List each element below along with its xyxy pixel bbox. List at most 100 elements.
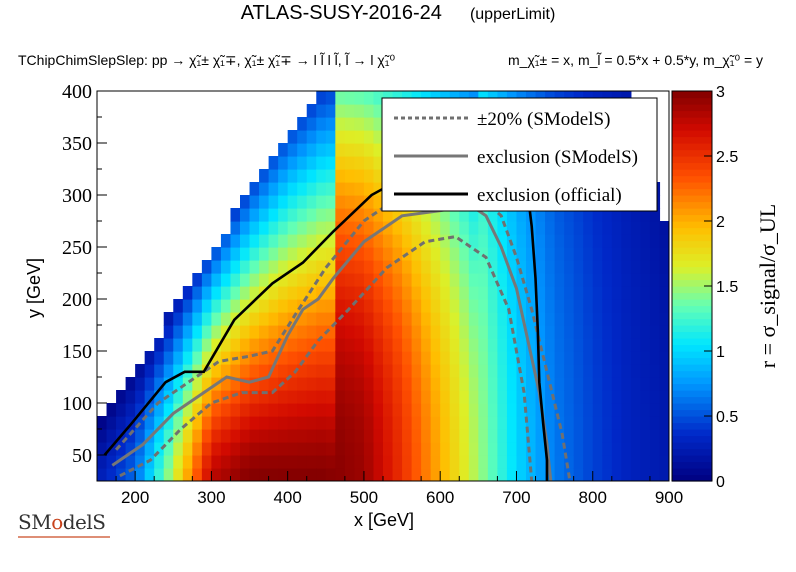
heatmap-cell (230, 364, 241, 378)
heatmap-cell (287, 169, 298, 183)
heatmap-cell (173, 455, 184, 469)
heatmap-cell (554, 299, 565, 313)
heatmap-cell (430, 429, 441, 443)
heatmap-cell (278, 351, 289, 365)
heatmap-cell (211, 351, 222, 365)
heatmap-cell (344, 390, 355, 404)
heatmap-cell (259, 234, 270, 248)
heatmap-cell (373, 169, 384, 183)
heatmap-cell (468, 247, 479, 261)
heatmap-cell (602, 377, 613, 391)
heatmap-cell (573, 429, 584, 443)
heatmap-cell (440, 468, 451, 481)
colorbar-band (672, 312, 712, 320)
heatmap-cell (344, 442, 355, 456)
heatmap-cell (201, 429, 212, 443)
heatmap-cell (335, 143, 346, 157)
colorbar-band (672, 403, 712, 411)
heatmap-cell (573, 221, 584, 235)
heatmap-cell (554, 468, 565, 481)
heatmap-cell (249, 312, 260, 326)
heatmap-cell (526, 273, 537, 287)
heatmap-cell (240, 273, 251, 287)
heatmap-cell (240, 195, 251, 209)
heatmap-cell (592, 390, 603, 404)
heatmap-cell (344, 156, 355, 170)
heatmap-cell (554, 442, 565, 456)
heatmap-cell (564, 429, 575, 443)
heatmap-cell (249, 351, 260, 365)
heatmap-cell (220, 351, 232, 365)
heatmap-cell (449, 299, 460, 313)
heatmap-cell (630, 403, 641, 417)
heatmap-cell (592, 416, 603, 430)
heatmap-cell (440, 455, 451, 469)
heatmap-cell (535, 351, 546, 365)
heatmap-cell (363, 91, 375, 105)
heatmap-cell (449, 221, 460, 235)
heatmap-cell (297, 429, 308, 443)
heatmap-cell (659, 455, 669, 469)
heatmap-cell (449, 403, 460, 417)
heatmap-cell (468, 325, 479, 339)
heatmap-cell (163, 403, 174, 417)
heatmap-cell (201, 260, 212, 274)
heatmap-cell (211, 390, 222, 404)
heatmap-cell (287, 260, 298, 274)
heatmap-cell (354, 338, 365, 352)
colorbar-band (672, 357, 712, 365)
heatmap-cell (297, 377, 308, 391)
heatmap-cell (268, 377, 279, 391)
colorbar-tick-label: 0.5 (716, 409, 738, 426)
heatmap-cell (611, 351, 622, 365)
heatmap-cell (602, 442, 613, 456)
heatmap-cell (106, 416, 117, 430)
heatmap-cell (325, 455, 336, 469)
heatmap-cell (249, 403, 260, 417)
heatmap-cell (430, 416, 441, 430)
heatmap-cell (325, 221, 336, 235)
heatmap-cell (583, 416, 594, 430)
heatmap-cell (592, 312, 603, 326)
heatmap-cell (468, 429, 479, 443)
heatmap-cell (506, 429, 518, 443)
heatmap-cell (592, 377, 603, 391)
heatmap-cell (535, 286, 546, 300)
heatmap-cell (402, 403, 413, 417)
heatmap-cell (478, 247, 489, 261)
heatmap-cell (335, 221, 346, 235)
heatmap-cell (363, 286, 375, 300)
heatmap-cell (297, 156, 308, 170)
x-tick-label: 300 (197, 488, 225, 507)
heatmap-cell (211, 299, 222, 313)
heatmap-cell (363, 338, 375, 352)
heatmap-cell (526, 234, 537, 248)
heatmap-cell (402, 351, 413, 365)
heatmap-cell (259, 221, 270, 235)
heatmap-cell (421, 455, 432, 469)
heatmap-cell (287, 195, 298, 209)
heatmap-cell (564, 221, 575, 235)
heatmap-cell (373, 325, 384, 339)
heatmap-cell (354, 91, 365, 105)
heatmap-cell (573, 416, 584, 430)
chart-subtitle: TChipChimSlepSlep: pp → χ̃₁± χ̃₁∓, χ̃₁± … (18, 52, 763, 69)
heatmap-cell (526, 468, 537, 481)
heatmap-cell (487, 234, 498, 248)
process-label: TChipChimSlepSlep: pp → χ̃₁± χ̃₁∓, χ̃₁± … (18, 52, 396, 68)
heatmap-cell (649, 468, 661, 481)
heatmap-cell (659, 468, 669, 481)
heatmap-cell (564, 247, 575, 261)
heatmap-cell (354, 390, 365, 404)
colorbar-band (672, 143, 712, 151)
heatmap-cell (316, 273, 327, 287)
heatmap-cell (583, 377, 594, 391)
heatmap-cell (335, 91, 346, 105)
heatmap-cell (411, 377, 422, 391)
heatmap-cell (649, 364, 661, 378)
heatmap-cell (306, 130, 317, 144)
heatmap-cell (268, 416, 279, 430)
heatmap-cell (116, 390, 127, 404)
heatmap-cell (468, 351, 479, 365)
heatmap-cell (259, 364, 270, 378)
